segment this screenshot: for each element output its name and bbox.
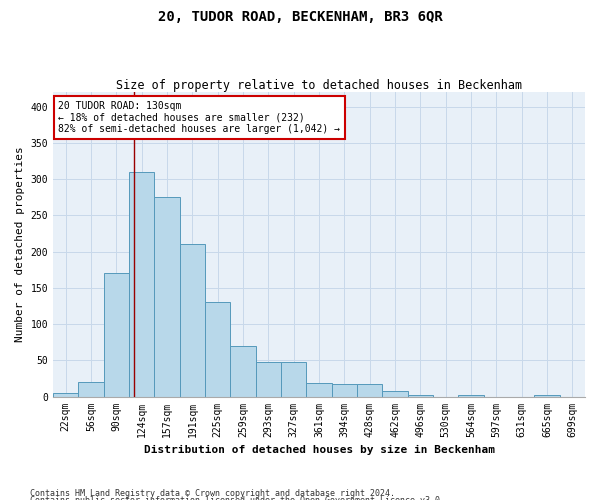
Bar — [79, 382, 104, 396]
Bar — [53, 393, 79, 396]
Text: Contains HM Land Registry data © Crown copyright and database right 2024.: Contains HM Land Registry data © Crown c… — [30, 488, 395, 498]
Bar — [179, 244, 205, 396]
Bar — [281, 362, 307, 396]
Bar — [458, 395, 484, 396]
Text: 20, TUDOR ROAD, BECKENHAM, BR3 6QR: 20, TUDOR ROAD, BECKENHAM, BR3 6QR — [158, 10, 442, 24]
X-axis label: Distribution of detached houses by size in Beckenham: Distribution of detached houses by size … — [143, 445, 494, 455]
Bar — [332, 384, 357, 396]
Text: Contains public sector information licensed under the Open Government Licence v3: Contains public sector information licen… — [30, 496, 445, 500]
Y-axis label: Number of detached properties: Number of detached properties — [15, 146, 25, 342]
Text: 20 TUDOR ROAD: 130sqm
← 18% of detached houses are smaller (232)
82% of semi-det: 20 TUDOR ROAD: 130sqm ← 18% of detached … — [58, 101, 340, 134]
Bar — [307, 384, 332, 396]
Bar — [104, 274, 129, 396]
Bar — [230, 346, 256, 397]
Bar — [154, 197, 179, 396]
Bar — [256, 362, 281, 396]
Bar — [357, 384, 382, 396]
Bar — [382, 390, 407, 396]
Bar — [535, 395, 560, 396]
Bar — [407, 395, 433, 396]
Bar — [129, 172, 154, 396]
Title: Size of property relative to detached houses in Beckenham: Size of property relative to detached ho… — [116, 79, 522, 92]
Bar — [205, 302, 230, 396]
